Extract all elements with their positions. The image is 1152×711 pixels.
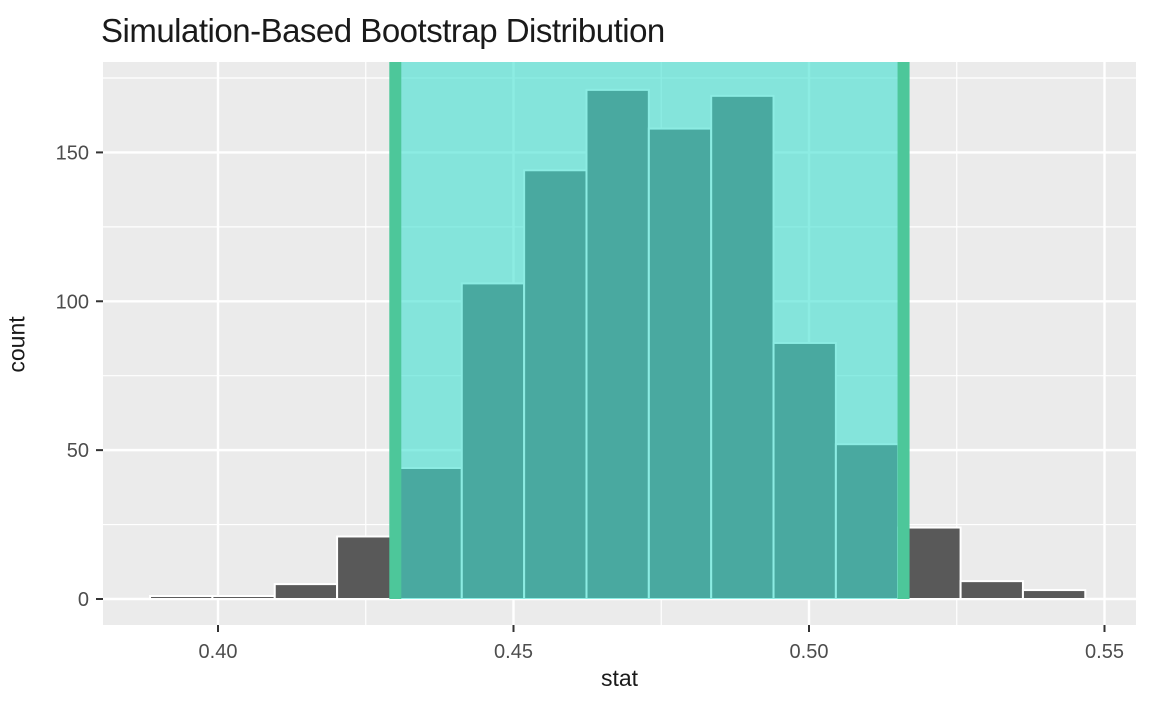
x-tick-label: 0.55 xyxy=(1085,641,1124,663)
x-tick-label: 0.40 xyxy=(199,641,238,663)
histogram-bar xyxy=(959,580,1024,601)
x-tick-label: 0.50 xyxy=(790,641,829,663)
x-tick-label: 0.45 xyxy=(494,641,533,663)
histogram-bar xyxy=(273,583,339,601)
y-tick-label: 50 xyxy=(67,440,89,462)
histogram-bar xyxy=(1021,589,1087,601)
histogram-bar xyxy=(149,595,214,601)
histogram-bar xyxy=(211,595,276,601)
y-axis-title: count xyxy=(3,316,30,373)
x-axis-title: stat xyxy=(600,665,639,691)
y-tick-label: 100 xyxy=(56,291,89,313)
plot-title: Simulation-Based Bootstrap Distribution xyxy=(101,12,665,49)
y-tick-label: 150 xyxy=(56,142,89,164)
ci-shade-region xyxy=(395,62,904,599)
y-tick-label: 0 xyxy=(78,589,89,611)
